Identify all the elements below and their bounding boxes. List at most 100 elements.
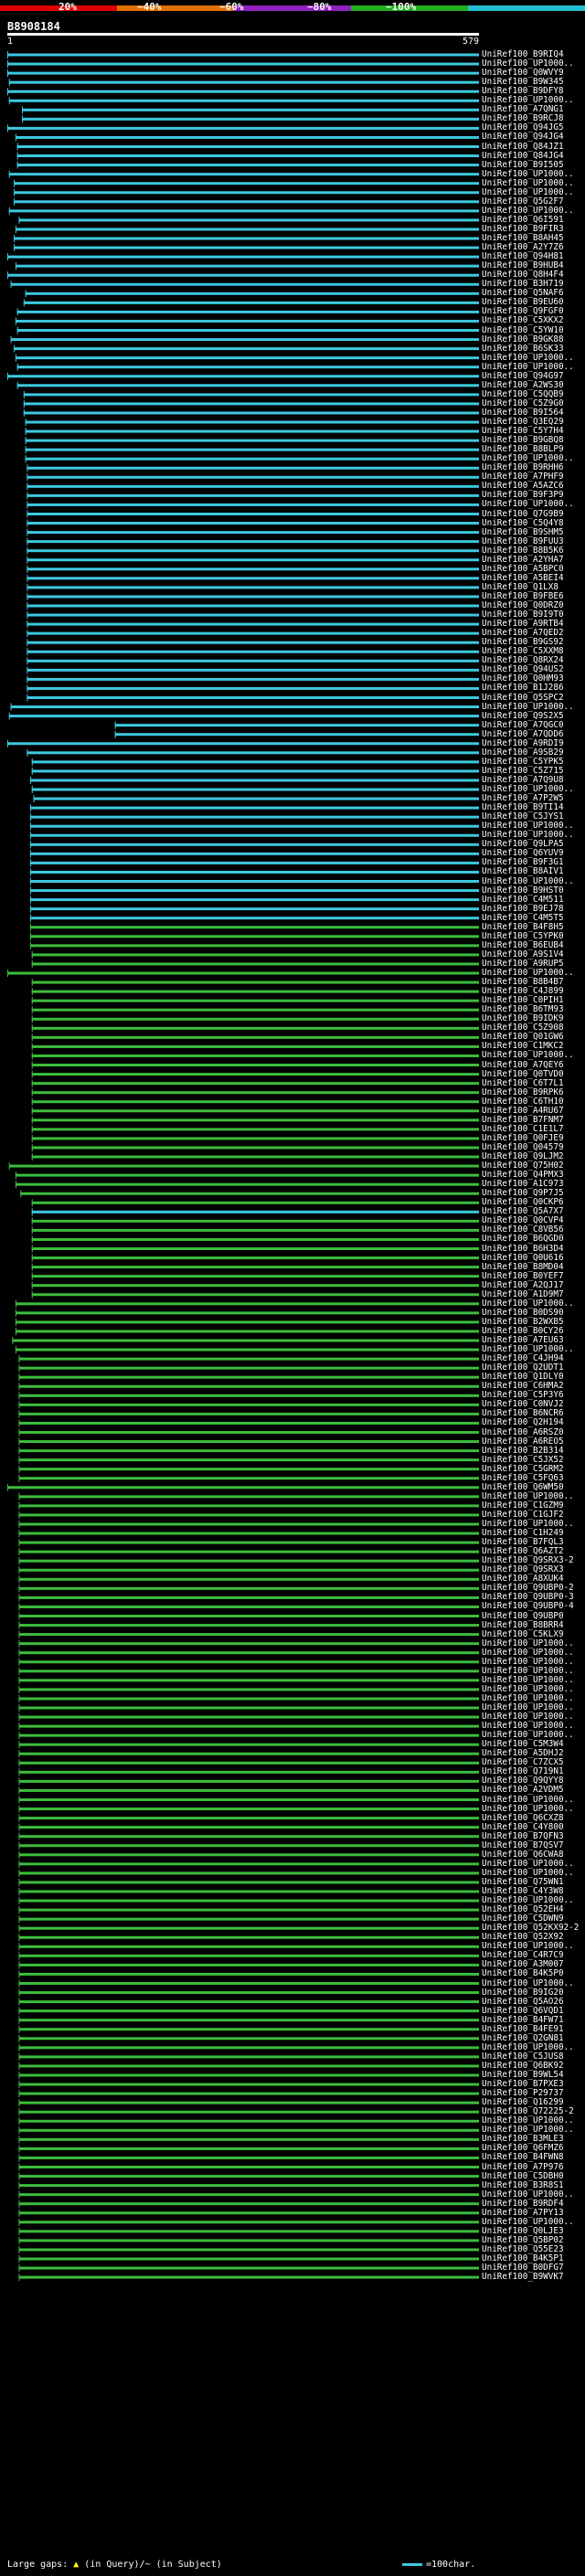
alignment-bar[interactable] [16,310,479,313]
hit-label[interactable]: UniRef100_UP1000.. [482,2216,574,2227]
hit-label[interactable]: UniRef100_A9S1V4 [482,949,564,959]
alignment-bar[interactable] [18,1835,479,1839]
hit-label[interactable]: UniRef100_Q5SPC2 [482,692,564,703]
alignment-bar[interactable] [25,429,479,433]
hit-label[interactable]: UniRef100_UP1000.. [482,1803,574,1814]
alignment-bar[interactable] [18,2110,479,2114]
hit-label[interactable]: UniRef100_C4M511 [482,894,564,905]
hit-label[interactable]: UniRef100_Q94US2 [482,664,564,675]
alignment-bar[interactable] [18,1595,479,1599]
alignment-bar[interactable] [27,668,479,672]
alignment-bar[interactable] [18,1586,479,1590]
hit-label[interactable]: UniRef100_C4M5T5 [482,912,564,923]
alignment-bar[interactable] [31,1210,480,1214]
hit-label[interactable]: UniRef100_UP1000.. [482,1858,574,1869]
hit-label[interactable]: UniRef100_Q52EH4 [482,1904,564,1915]
alignment-bar[interactable] [15,1330,479,1333]
hit-label[interactable]: UniRef100_UP1000.. [482,1692,574,1703]
hit-label[interactable]: UniRef100_UP1000.. [482,1712,574,1723]
hit-label[interactable]: UniRef100_Q94G97 [482,370,564,381]
hit-label[interactable]: UniRef100_C5QQB9 [482,388,564,399]
hit-label[interactable]: UniRef100_B6NCR6 [482,1408,564,1419]
hit-label[interactable]: UniRef100_B9GBQ8 [482,435,564,446]
hit-label[interactable]: UniRef100_A4RU67 [482,1105,564,1116]
hit-label[interactable]: UniRef100_Q9S2X5 [482,710,564,721]
hit-label[interactable]: UniRef100_Q5NAF6 [482,288,564,299]
hit-label[interactable]: UniRef100_Q2UDT1 [482,1362,564,1373]
alignment-bar[interactable] [18,1559,479,1563]
alignment-bar[interactable] [18,1403,479,1406]
hit-label[interactable]: UniRef100_B9W345 [482,77,564,88]
alignment-bar[interactable] [18,1779,479,1783]
hit-label[interactable]: UniRef100_UP1000.. [482,205,574,216]
hit-label[interactable]: UniRef100_UP1000.. [482,1519,574,1529]
alignment-bar[interactable] [31,1054,480,1057]
alignment-bar[interactable] [114,724,480,727]
hit-label[interactable]: UniRef100_Q719N1 [482,1766,564,1777]
alignment-bar[interactable] [18,2092,479,2095]
hit-label[interactable]: UniRef100_Q52KX92-2 [482,1923,580,1934]
hit-label[interactable]: UniRef100_A7QEY6 [482,1059,564,1070]
alignment-bar[interactable] [18,2221,479,2224]
alignment-bar[interactable] [18,1697,479,1701]
hit-label[interactable]: UniRef100_A1D9M7 [482,1288,564,1299]
hit-label[interactable]: UniRef100_Q94JG5 [482,122,564,133]
hit-label[interactable]: UniRef100_B7PXE3 [482,2079,564,2090]
hit-label[interactable]: UniRef100_UP1000.. [482,1721,574,1732]
alignment-bar[interactable] [18,1375,479,1379]
hit-label[interactable]: UniRef100_Q0CVP4 [482,1215,564,1226]
alignment-bar[interactable] [27,751,479,755]
alignment-bar[interactable] [18,1871,479,1875]
alignment-bar[interactable] [29,880,479,883]
hit-label[interactable]: UniRef100_C5XXM8 [482,646,564,657]
hit-label[interactable]: UniRef100_C6T7L1 [482,1077,564,1088]
alignment-bar[interactable] [18,1633,479,1637]
alignment-bar[interactable] [18,1421,479,1425]
alignment-bar[interactable] [16,366,479,369]
hit-label[interactable]: UniRef100_UP1000.. [482,1941,574,1952]
alignment-bar[interactable] [31,1082,480,1086]
hit-label[interactable]: UniRef100_B9F3P9 [482,490,564,501]
alignment-bar[interactable] [18,1862,479,1866]
alignment-bar[interactable] [10,705,480,709]
hit-label[interactable]: UniRef100_C5FQ63 [482,1472,564,1483]
alignment-bar[interactable] [18,1761,479,1765]
hit-label[interactable]: UniRef100_UP1000.. [482,453,574,464]
hit-label[interactable]: UniRef100_Q2H194 [482,1417,564,1428]
hit-label[interactable]: UniRef100_Q0LJE3 [482,2225,564,2236]
alignment-bar[interactable] [18,2037,479,2041]
hit-label[interactable]: UniRef100_UP1000.. [482,1490,574,1501]
hit-label[interactable]: UniRef100_B9EJ78 [482,903,564,914]
hit-label[interactable]: UniRef100_UP1000.. [482,1674,574,1685]
hit-label[interactable]: UniRef100_A7Q9U8 [482,774,564,785]
alignment-bar[interactable] [27,484,479,488]
alignment-bar[interactable] [27,558,479,562]
alignment-bar[interactable] [10,338,480,342]
alignment-bar[interactable] [18,2028,479,2031]
hit-label[interactable]: UniRef100_C0NVJ2 [482,1399,564,1410]
alignment-bar[interactable] [18,1899,479,1903]
alignment-bar[interactable] [31,1109,480,1113]
hit-label[interactable]: UniRef100_UP1000.. [482,1867,574,1878]
alignment-bar[interactable] [15,1173,479,1177]
hit-label[interactable]: UniRef100_B9I9T0 [482,610,564,620]
alignment-bar[interactable] [18,2239,479,2242]
alignment-bar[interactable] [8,99,479,102]
alignment-bar[interactable] [25,439,479,442]
alignment-bar[interactable] [29,843,479,846]
alignment-bar[interactable] [14,182,479,186]
hit-label[interactable]: UniRef100_B3MLE3 [482,2134,564,2145]
hit-label[interactable]: UniRef100_C4Y3W8 [482,1886,564,1896]
hit-label[interactable]: UniRef100_A5BEI4 [482,572,564,583]
hit-label[interactable]: UniRef100_B4K5P1 [482,2253,564,2263]
hit-label[interactable]: UniRef100_UP1000.. [482,701,574,712]
alignment-bar[interactable] [18,1550,479,1553]
hit-label[interactable]: UniRef100_A7QED2 [482,628,564,639]
hit-label[interactable]: UniRef100_A5BPC0 [482,563,564,574]
hit-label[interactable]: UniRef100_B9I564 [482,407,564,418]
alignment-bar[interactable] [18,2166,479,2168]
alignment-bar[interactable] [27,513,479,515]
hit-label[interactable]: UniRef100_UP1000.. [482,875,574,886]
hit-label[interactable]: UniRef100_B7FQL3 [482,1537,564,1548]
hit-label[interactable]: UniRef100_B9RCJ8 [482,113,564,124]
